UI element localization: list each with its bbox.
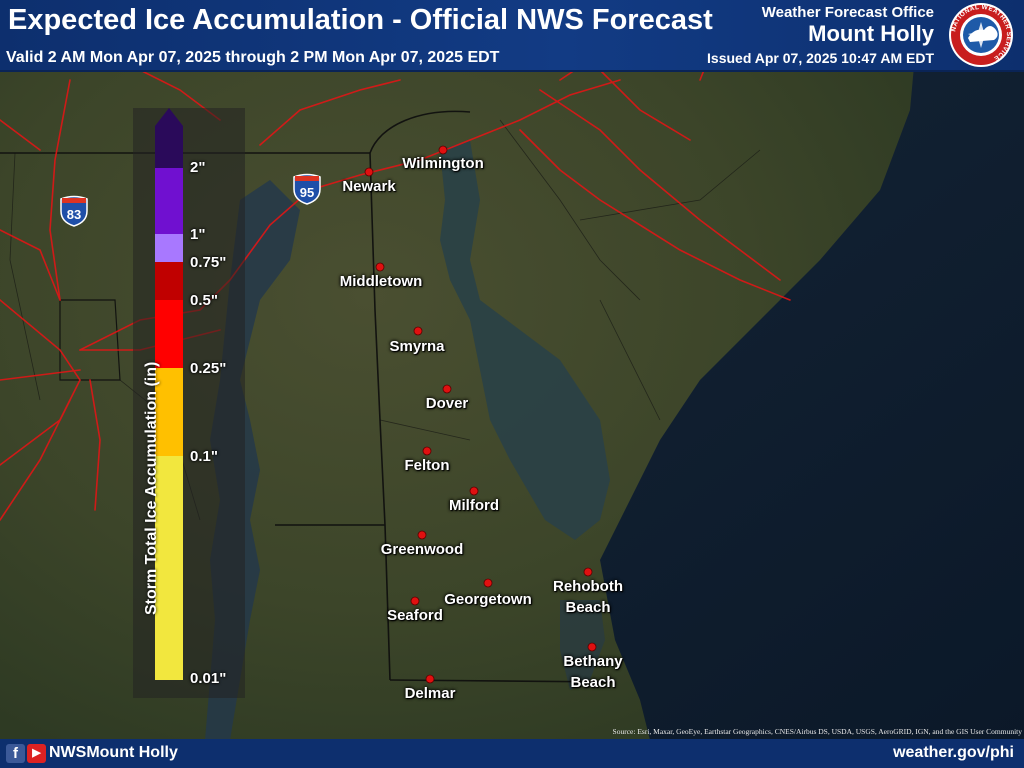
city-marker-smyrna <box>413 326 423 336</box>
city-marker-dover <box>442 384 452 394</box>
city-label-dover: Dover <box>425 395 469 412</box>
legend-color-bar <box>155 108 183 680</box>
svg-text:83: 83 <box>67 207 81 222</box>
city-marker-delmar <box>425 674 435 684</box>
city-marker-bethany-beach <box>587 642 597 652</box>
nws-logo[interactable]: NATIONAL WEATHER SERVICE <box>948 2 1014 68</box>
city-label-georgetown: Georgetown <box>444 591 532 608</box>
city-marker-rehoboth-beach <box>583 567 593 577</box>
facebook-icon[interactable]: f <box>6 744 25 763</box>
city-marker-wilmington <box>438 145 448 155</box>
city-label-newark: Newark <box>342 178 396 195</box>
legend-bin-0.75in <box>155 234 183 262</box>
legend-tick-0.75: 0.75" <box>190 254 227 271</box>
social-handle[interactable]: NWSMount Holly <box>49 744 178 761</box>
legend-tick-1: 1" <box>190 226 206 243</box>
city-label-felton: Felton <box>404 457 450 474</box>
page-title: Expected Ice Accumulation - Official NWS… <box>8 4 713 36</box>
interstate-83-shield: 83 <box>60 195 88 227</box>
city-label-wilmington: Wilmington <box>402 155 484 172</box>
legend-tick-0.25: 0.25" <box>190 360 227 377</box>
youtube-icon[interactable]: ▶ <box>27 744 46 763</box>
legend-tick-2: 2" <box>190 159 206 176</box>
office-label: Weather Forecast Office <box>761 4 934 21</box>
city-marker-georgetown <box>483 578 493 588</box>
valid-time: Valid 2 AM Mon Apr 07, 2025 through 2 PM… <box>6 49 500 66</box>
city-marker-greenwood <box>417 530 427 540</box>
city-marker-middletown <box>375 262 385 272</box>
legend-bin-1in <box>155 168 183 234</box>
interstate-95-shield: 95 <box>293 173 321 205</box>
social-icons: f ▶ <box>6 744 46 763</box>
legend-bin-0.01in <box>155 456 183 680</box>
city-label-greenwood: Greenwood <box>380 541 464 558</box>
city-label-middletown: Middletown <box>339 273 423 290</box>
issued-time: Issued Apr 07, 2025 10:47 AM EDT <box>707 50 934 66</box>
legend-bin-0.5in <box>155 262 183 300</box>
city-label-smyrna: Smyrna <box>389 338 445 355</box>
header-bar: Expected Ice Accumulation - Official NWS… <box>0 0 1024 72</box>
footer-bar: f ▶ NWSMount Holly weather.gov/phi <box>0 739 1024 768</box>
city-marker-seaford <box>410 596 420 606</box>
website-link[interactable]: weather.gov/phi <box>893 744 1014 761</box>
legend-tick-0.1: 0.1" <box>190 448 218 465</box>
city-label-seaford: Seaford <box>387 607 443 624</box>
office-name: Mount Holly <box>808 21 934 46</box>
city-marker-newark <box>364 167 374 177</box>
city-marker-felton <box>422 446 432 456</box>
city-label-rehoboth-beach: Rehoboth Beach <box>553 578 623 616</box>
svg-text:95: 95 <box>300 185 314 200</box>
city-label-bethany-beach: Bethany Beach <box>563 653 623 691</box>
legend-bin-0.25in <box>155 300 183 368</box>
legend-tick-0.01: 0.01" <box>190 670 227 687</box>
legend-arrow <box>155 108 183 126</box>
legend-panel <box>133 108 245 698</box>
map-source-attribution: Source: Esri, Maxar, GeoEye, Earthstar G… <box>612 727 1022 736</box>
coastal-bays <box>560 600 605 690</box>
legend-tick-0.5: 0.5" <box>190 292 218 309</box>
city-label-milford: Milford <box>449 497 499 514</box>
legend-bin-2in <box>155 126 183 168</box>
delaware-bay <box>440 140 610 540</box>
city-marker-milford <box>469 486 479 496</box>
city-label-delmar: Delmar <box>404 685 456 702</box>
legend-bin-0.1in <box>155 368 183 456</box>
